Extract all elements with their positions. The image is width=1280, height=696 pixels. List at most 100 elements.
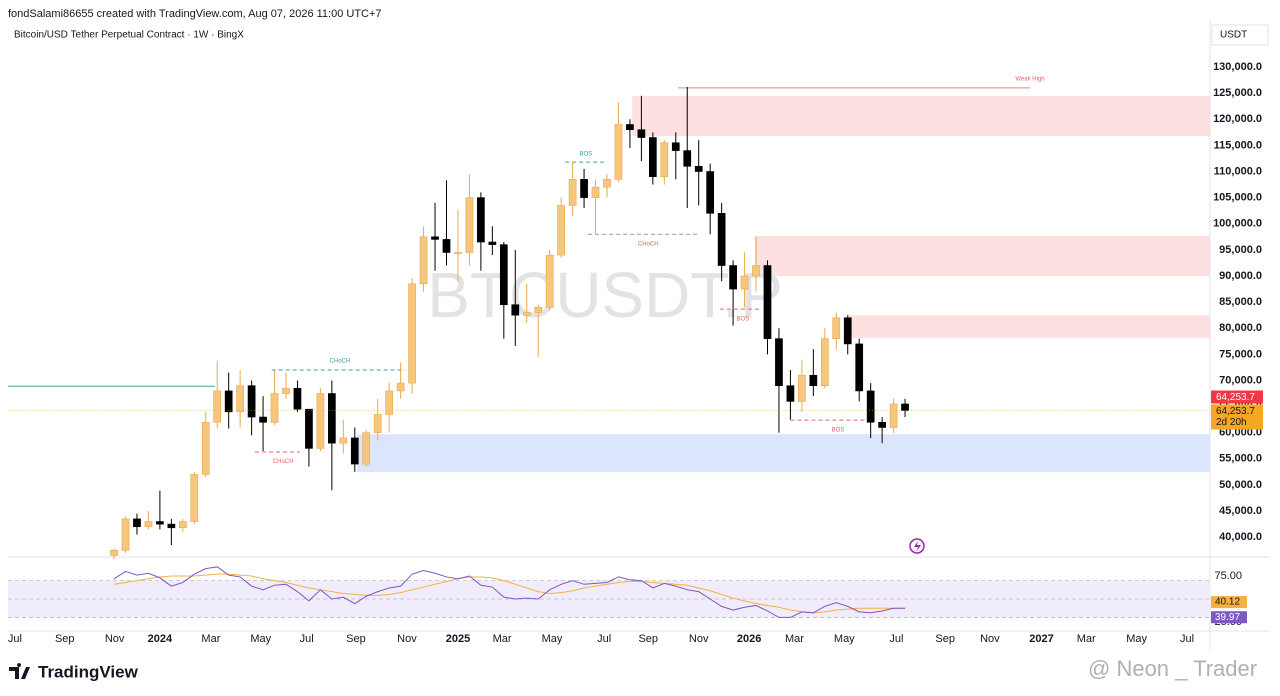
x-tick-label: Mar	[201, 633, 220, 645]
x-tick-label: Jul	[1180, 633, 1194, 645]
candle-body	[683, 150, 692, 167]
rsi-badge-text: 39.97	[1215, 612, 1240, 623]
zones	[357, 96, 1210, 473]
candle-body	[293, 388, 302, 410]
candle-body	[591, 186, 600, 198]
annotation: Weak High	[1015, 77, 1044, 83]
candle-body	[832, 317, 841, 339]
candle-body	[419, 236, 428, 285]
candle-body	[282, 388, 290, 394]
candle-body	[156, 521, 164, 525]
candle-body	[477, 197, 485, 243]
candle-body	[786, 385, 795, 402]
x-tick-label: Jul	[889, 633, 903, 645]
x-tick-label: May	[542, 633, 563, 645]
candle-body	[316, 393, 325, 449]
candle-body	[740, 275, 749, 290]
x-tick-label: 2026	[737, 633, 761, 645]
y-tick-label: 80,000.0	[1219, 322, 1262, 334]
x-tick-label: Sep	[935, 633, 955, 645]
candle-body	[190, 474, 199, 522]
y-tick-label: 75,000.0	[1219, 348, 1262, 360]
x-tick-label: 2025	[446, 633, 470, 645]
alert-icon[interactable]	[909, 538, 925, 554]
candle-body	[270, 393, 279, 423]
x-tick-label: 2027	[1029, 633, 1053, 645]
candle-body	[763, 265, 772, 339]
x-tick-label: Sep	[346, 633, 366, 645]
candle-body	[178, 521, 187, 529]
alert-icon-bolt	[914, 541, 921, 552]
candle-body	[236, 385, 244, 413]
x-tick-label: Sep	[55, 633, 75, 645]
author-watermark: @ Neon _ Trader	[1088, 656, 1257, 681]
candle-body	[671, 142, 680, 151]
price-badge-text: 64,253.7	[1216, 406, 1255, 417]
candle-body	[339, 437, 348, 444]
candle-body	[660, 142, 669, 178]
candle-body	[706, 171, 715, 214]
candle-body	[614, 124, 623, 180]
candle-body	[809, 374, 818, 386]
y-tick-label: 125,000.0	[1213, 87, 1262, 99]
price-badge-text: 64,253.7	[1216, 392, 1255, 403]
zone	[847, 315, 1210, 339]
y-tick-label: 115,000.0	[1214, 139, 1262, 151]
x-tick-label: Jul	[300, 633, 314, 645]
y-tick-label: 95,000.0	[1219, 244, 1262, 256]
candle-body	[626, 124, 634, 131]
x-tick-label: May	[1126, 633, 1147, 645]
rsi-line	[113, 573, 906, 614]
y-tick-label: 45,000.0	[1219, 505, 1262, 517]
candle-body	[580, 179, 588, 198]
candle-body	[488, 241, 497, 245]
y-tick-label: 120,000.0	[1213, 113, 1262, 125]
candle-body	[855, 343, 864, 392]
candle-body	[729, 265, 737, 290]
rsi-badge	[1211, 596, 1247, 609]
candle-body	[385, 390, 394, 415]
x-tick-label: Mar	[785, 633, 804, 645]
tradingview-logo	[9, 663, 30, 679]
candle-body	[511, 304, 520, 316]
brand: TradingView	[38, 662, 139, 681]
x-tick-label: Jul	[597, 633, 611, 645]
y-tick-label: 70,000.0	[1219, 374, 1262, 386]
currency: USDT	[1220, 30, 1247, 41]
x-tick-label: Nov	[689, 633, 709, 645]
candle-body	[247, 385, 256, 418]
candle-body	[694, 165, 703, 172]
countdown: 2d 20h	[1216, 417, 1247, 428]
symbol-line: Bitcoin/USD Tether Perpetual Contract · …	[14, 30, 244, 41]
candle-body	[201, 421, 210, 475]
candle-body	[820, 338, 829, 386]
annotation: CHoCH	[638, 242, 659, 248]
x-tick-label: Nov	[980, 633, 1000, 645]
candle-body	[557, 205, 565, 256]
candle-body	[133, 518, 141, 528]
y-tick-label: 90,000.0	[1219, 270, 1262, 282]
candle-body	[396, 382, 405, 392]
candle-body	[568, 179, 577, 206]
y-tick-label: 40,000.0	[1219, 531, 1262, 543]
y-tick-label: 105,000.0	[1213, 192, 1262, 204]
candle-body	[878, 421, 886, 428]
candle-body	[465, 197, 474, 253]
watermark: BTCUSDT.P	[427, 259, 783, 331]
y-tick-label: 60,000.0	[1219, 427, 1262, 439]
candle-body	[328, 393, 336, 444]
annotation: BOS	[737, 317, 750, 323]
candle-body	[350, 437, 359, 465]
candle-body	[144, 521, 153, 528]
price-badge	[1211, 390, 1263, 404]
candle-body	[545, 254, 554, 308]
candle-body	[213, 390, 222, 423]
candle-body	[775, 338, 783, 386]
logo-mark	[9, 663, 30, 679]
candle-body	[752, 265, 760, 277]
x-tick-label: Jul	[8, 633, 22, 645]
candle-body	[648, 137, 657, 178]
candle-body	[167, 523, 176, 529]
zone	[632, 96, 1210, 136]
x-tick-label: Sep	[638, 633, 658, 645]
